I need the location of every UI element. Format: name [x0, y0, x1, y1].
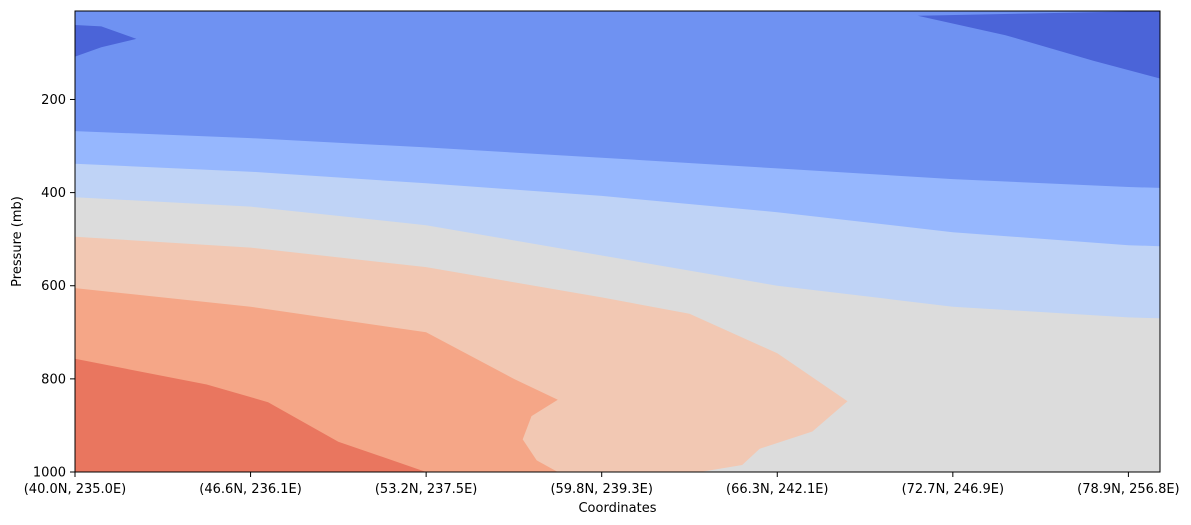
plot-frame [74, 10, 1161, 473]
y-axis: 200 400 600 800 1000 [33, 93, 75, 481]
x-tick-label: (40.0N, 235.0E) [24, 482, 127, 497]
contour-band-level-8 [75, 358, 427, 472]
y-tick-label: 200 [41, 93, 66, 108]
y-tick-label: 800 [41, 372, 66, 387]
contour-region-level-1-top-right [917, 11, 1160, 79]
x-tick-label: (72.7N, 246.9E) [902, 482, 1005, 497]
x-tick-label: (46.6N, 236.1E) [199, 482, 302, 497]
y-tick-label: 600 [41, 279, 66, 294]
x-tick-label: (53.2N, 237.5E) [375, 482, 478, 497]
x-tick-label: (66.3N, 242.1E) [726, 482, 829, 497]
x-tick-label: (78.9N, 256.8E) [1077, 482, 1180, 497]
contour-region-level-1-top-left [75, 25, 137, 57]
x-tick-label: (59.8N, 239.3E) [550, 482, 653, 497]
y-tick-label: 400 [41, 186, 66, 201]
x-axis-label: Coordinates [578, 501, 656, 516]
contour-fills [75, 11, 1160, 473]
y-axis-label: Pressure (mb) [10, 196, 25, 287]
x-axis: (40.0N, 235.0E) (46.6N, 236.1E) (53.2N, 23… [24, 472, 1180, 497]
y-tick-label: 1000 [33, 466, 66, 481]
